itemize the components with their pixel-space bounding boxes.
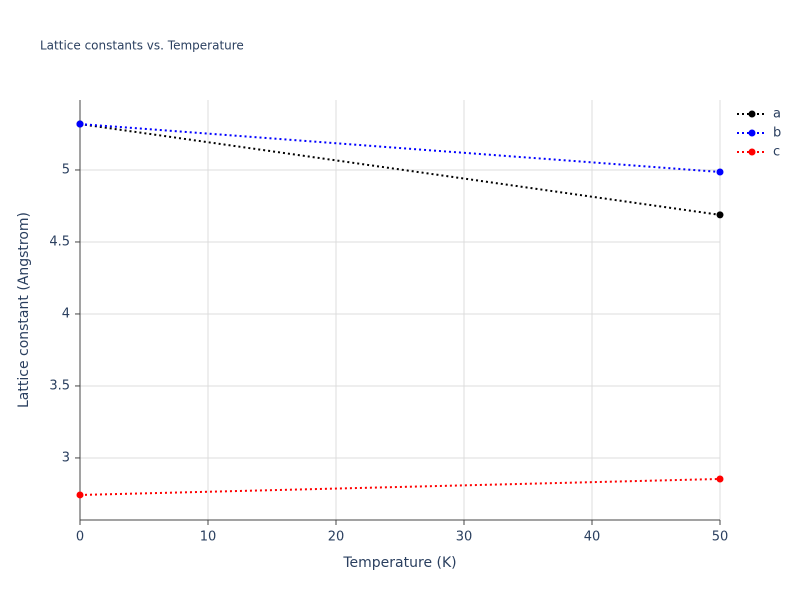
data-point — [716, 168, 724, 176]
y-tick-label: 3.5 — [49, 378, 70, 393]
legend-marker — [748, 129, 756, 137]
x-axis-title: Temperature (K) — [342, 555, 456, 571]
x-tick-label: 10 — [200, 530, 217, 545]
data-point — [76, 491, 84, 499]
data-point — [716, 211, 724, 219]
y-axis-title: Lattice constant (Angstrom) — [16, 212, 32, 408]
legend-label: b — [773, 126, 781, 141]
data-point — [716, 475, 724, 483]
y-tick-label: 4 — [62, 306, 70, 321]
x-tick-label: 50 — [712, 530, 729, 545]
series-line — [79, 477, 721, 496]
x-tick-label: 0 — [76, 530, 84, 545]
x-tick-label: 30 — [456, 530, 473, 545]
y-tick-label: 5 — [62, 162, 70, 177]
chart-title: Lattice constants vs. Temperature — [40, 39, 244, 53]
series-line — [79, 123, 721, 173]
y-tick-label: 3 — [62, 450, 70, 465]
legend-label: c — [773, 145, 780, 160]
x-tick-label: 40 — [584, 530, 601, 545]
legend-marker — [748, 110, 756, 118]
legend-label: a — [773, 107, 781, 122]
data-point — [76, 120, 84, 128]
x-tick-label: 20 — [328, 530, 345, 545]
legend-marker — [748, 148, 756, 156]
y-tick-label: 4.5 — [49, 234, 70, 249]
